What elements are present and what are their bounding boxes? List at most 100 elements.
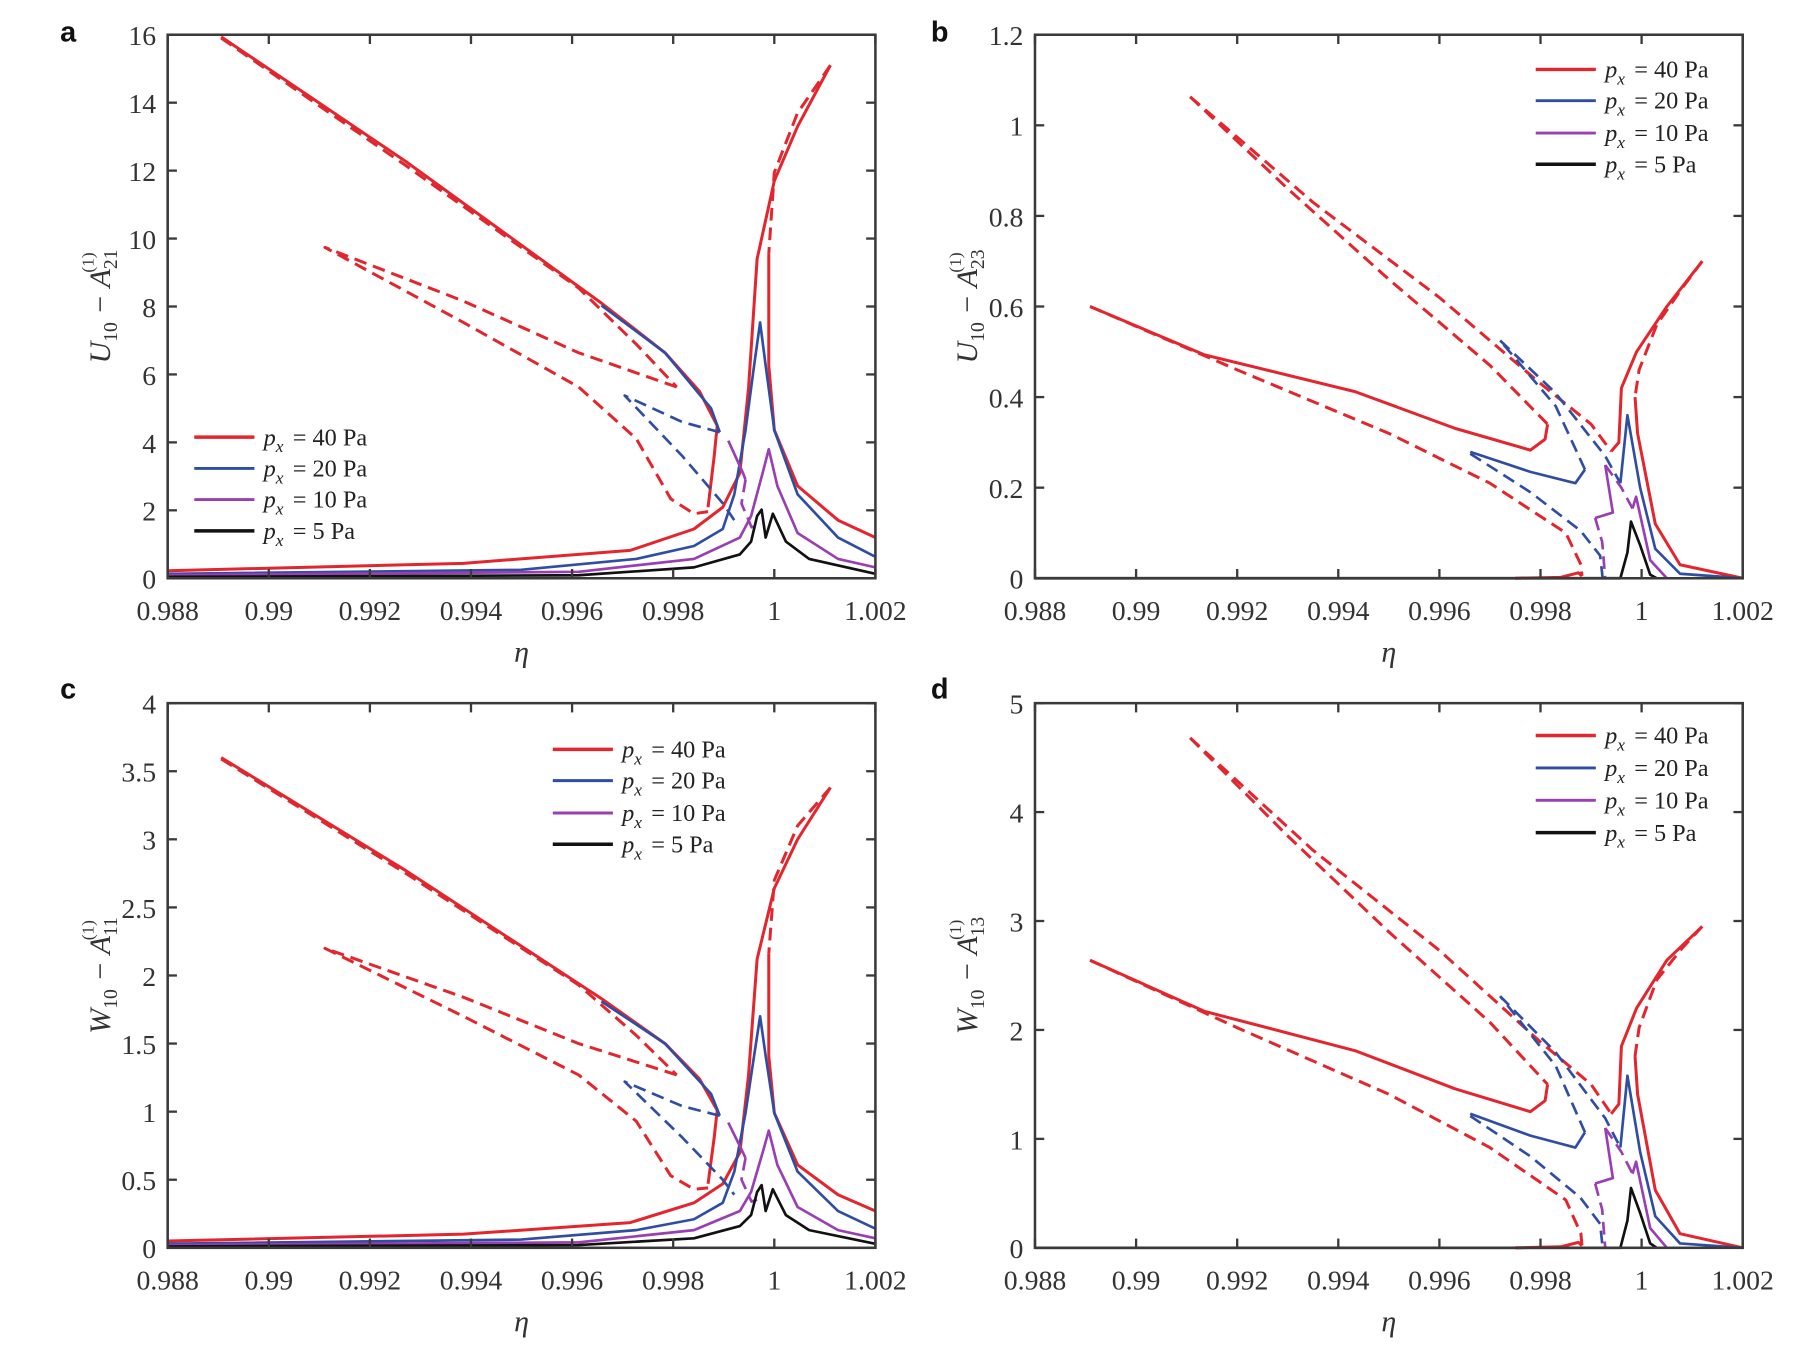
y-axis-label: W10 − A11(1): [79, 917, 122, 1034]
y-tick-label: 12: [128, 157, 156, 188]
x-tick-label: 0.992: [1206, 1265, 1268, 1296]
legend-var: p: [620, 736, 634, 763]
x-tick-label: 1: [767, 1265, 781, 1296]
legend-value: = 10 Pa: [1634, 787, 1709, 814]
series-line-40-pa-dashed: [1189, 736, 1549, 1086]
series-group: [167, 35, 877, 579]
legend-entry: px = 40 Pa: [1535, 57, 1709, 89]
legend-var-sub: x: [275, 531, 284, 550]
y-tick-label: 0.6: [989, 293, 1024, 324]
series-line-40-pa-dashed: [1189, 95, 1549, 426]
legend-var-sub: x: [633, 844, 642, 863]
y-label-mid: − A: [83, 268, 117, 322]
x-tick-label: 0.988: [1004, 1265, 1066, 1296]
y-label-base-sub: 10: [967, 989, 989, 1009]
y-tick-label: 10: [128, 225, 156, 256]
legend-label: px = 40 Pa: [1603, 57, 1709, 89]
y-axis-label: U10 − A21(1): [79, 249, 122, 363]
y-tick-label: 0: [1010, 1234, 1024, 1265]
series-line-40-pa-dashed: [767, 64, 832, 254]
y-label-base: U: [950, 340, 984, 364]
legend-var: p: [620, 800, 634, 827]
legend-entry: px = 10 Pa: [552, 800, 726, 832]
legend-label: px = 20 Pa: [620, 768, 726, 800]
y-tick-label: 1: [1010, 1125, 1024, 1156]
x-tick-label: 0.992: [339, 596, 401, 627]
y-tick-label: 0: [142, 1234, 156, 1265]
legend-entry: px = 20 Pa: [1535, 755, 1709, 787]
y-tick-label: 6: [142, 361, 156, 392]
legend-entry: px = 20 Pa: [194, 455, 367, 487]
series-line-20-pa-dashed: [1499, 995, 1622, 1149]
series-line-20-pa-solid: [600, 1000, 721, 1117]
legend-label: px = 20 Pa: [1603, 755, 1709, 787]
y-label-sup: (1): [79, 920, 98, 940]
legend-value: = 40 Pa: [293, 424, 368, 451]
series-line-40-pa-dashed: [323, 946, 709, 1191]
axes-frame: [1033, 701, 1744, 1250]
x-tick-label: 0.988: [136, 596, 198, 627]
series-line-10-pa-dashed: [1593, 1183, 1607, 1248]
series-line-40-pa-solid: [1633, 1055, 1744, 1250]
legend-entry: px = 40 Pa: [552, 736, 726, 768]
legend-entry: px = 10 Pa: [1535, 787, 1709, 819]
series-line-20-pa-dashed: [1469, 452, 1604, 579]
legend-var-sub: x: [275, 500, 284, 519]
x-tick-label: 0.996: [541, 596, 604, 627]
x-tick-label: 1.002: [844, 1265, 906, 1296]
legend-value: = 10 Pa: [293, 487, 368, 514]
legend-label: px = 10 Pa: [262, 487, 368, 519]
legend-entry: px = 40 Pa: [194, 424, 367, 456]
legend-var-sub: x: [275, 468, 284, 487]
series-line-5-pa-solid: [167, 1183, 876, 1248]
legend-var-sub: x: [633, 749, 642, 768]
legend-label: px = 40 Pa: [1603, 723, 1709, 755]
y-tick-label: 1: [1010, 112, 1024, 143]
y-tick-label: 8: [142, 293, 156, 324]
series-line-40-pa-dashed: [1089, 958, 1584, 1246]
series-line-40-pa-solid: [1633, 396, 1744, 580]
series-line-40-pa-solid: [220, 756, 719, 1185]
y-tick-label: 1.2: [989, 21, 1024, 52]
series-line-10-pa-dashed: [1604, 464, 1634, 510]
series-line-40-pa-solid: [1089, 958, 1550, 1114]
series-line-10-pa-solid: [167, 447, 876, 577]
series-line-10-pa-dashed: [1604, 1127, 1634, 1175]
legend-value: = 40 Pa: [1634, 723, 1709, 750]
y-tick-label: 1: [142, 1098, 156, 1129]
legend-var: p: [262, 487, 276, 514]
panel-letter: c: [60, 674, 76, 706]
y-tick-label: 2: [1010, 1016, 1024, 1047]
series-line-40-pa-dashed: [1189, 95, 1613, 453]
legend-var: p: [1603, 88, 1617, 115]
y-label-base-sub: 10: [967, 322, 989, 342]
legend-var-sub: x: [1616, 164, 1625, 183]
series-line-20-pa-solid: [600, 304, 721, 433]
y-label-mid: − A: [950, 936, 984, 990]
x-tick-label: 1.002: [1711, 1265, 1773, 1296]
series-line-40-pa-solid: [1610, 925, 1704, 1115]
y-tick-label: 0: [1010, 565, 1024, 596]
legend-entry: px = 20 Pa: [1535, 88, 1709, 120]
legend-var: p: [620, 831, 634, 858]
panel-c: c 0.988 0.99 0.992 0.994 0.996 0.998 1 1.002 0 0.5…: [60, 674, 906, 1339]
legend-entry: px = 5 Pa: [194, 518, 355, 550]
y-label-sup: (1): [79, 252, 98, 272]
legend-var: p: [1603, 120, 1617, 147]
legend-value: = 10 Pa: [651, 800, 726, 827]
series-group: [1034, 95, 1744, 580]
y-label-base: U: [83, 340, 117, 364]
series-group: [167, 756, 877, 1248]
series-line-40-pa-dashed: [220, 757, 678, 1077]
legend-var-sub: x: [1616, 69, 1625, 88]
series-line-40-pa-dashed: [1089, 305, 1584, 577]
legend-entry: px = 5 Pa: [1535, 820, 1697, 852]
series-line-10-pa-solid: [1631, 495, 1668, 580]
series-line-20-pa-solid: [167, 321, 877, 576]
legend-var-sub: x: [1616, 800, 1625, 819]
legend-value: = 5 Pa: [1634, 151, 1696, 178]
legend-label: px = 10 Pa: [1603, 787, 1709, 819]
legend-var: p: [1603, 820, 1617, 847]
y-label-mid: − A: [950, 268, 984, 322]
